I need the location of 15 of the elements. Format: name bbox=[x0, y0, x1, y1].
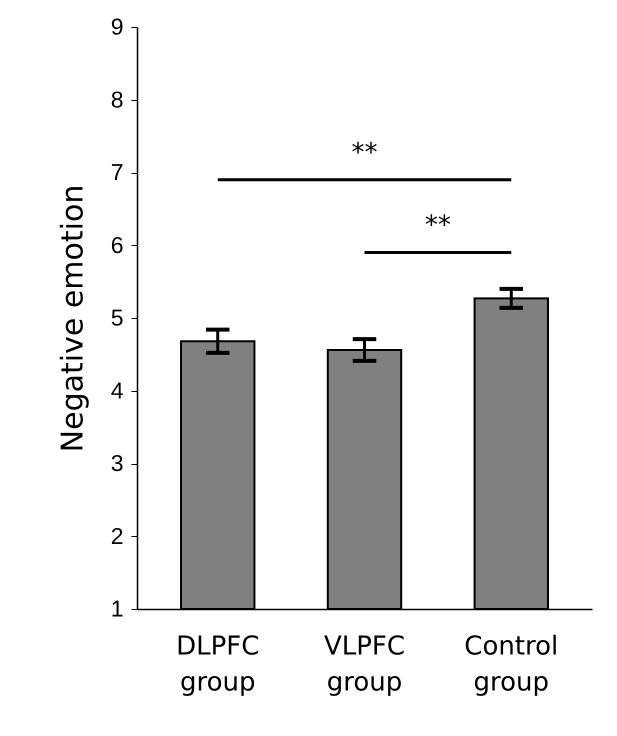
y-tick-label: 3 bbox=[110, 450, 124, 476]
y-tick-label: 9 bbox=[110, 14, 124, 40]
y-tick-label: 7 bbox=[110, 159, 124, 185]
y-axis-title: Negative emotion bbox=[56, 184, 91, 452]
y-tick-label: 4 bbox=[110, 377, 124, 404]
x-tick-label: Control group bbox=[464, 632, 558, 698]
y-tick-label: 8 bbox=[110, 86, 124, 112]
annotation: ** bbox=[424, 210, 451, 241]
annotation: ** bbox=[352, 138, 378, 168]
y-tick-label: 6 bbox=[110, 232, 124, 258]
y-tick-label: 1 bbox=[110, 596, 124, 622]
y-tick-label: 5 bbox=[110, 304, 124, 330]
x-tick-label: VLPFC group bbox=[324, 632, 406, 698]
x-tick-label: DLPFC group bbox=[176, 632, 260, 698]
y-tick-label: 2 bbox=[110, 522, 124, 549]
